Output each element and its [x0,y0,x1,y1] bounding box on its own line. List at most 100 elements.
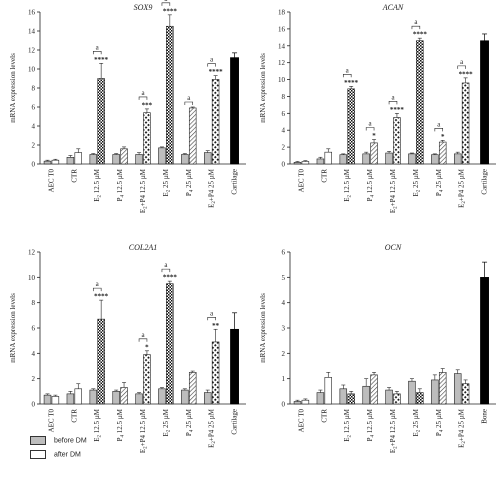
significance-bracket [138,338,148,342]
x-tick-label: E2+P4 25 µM [458,408,468,448]
bar-reference [480,40,489,165]
x-tick-label: E2+P4 25 µM [208,168,218,208]
significance-bracket [138,96,148,100]
bar-before [135,154,143,165]
y-tick-label: 10 [28,66,36,74]
x-tick-label: P4 12.5 µM [366,408,376,441]
bar-before [293,401,302,405]
bar-after [51,159,60,165]
x-tick-label: Cartilage [231,169,239,195]
y-tick-label: 2 [32,142,36,150]
y-tick-label: 8 [32,299,36,307]
y-tick-label: 5 [282,274,286,282]
y-tick-label: 14 [28,28,36,36]
bar-before [453,373,462,405]
y-tick-label: 4 [282,299,286,307]
bar-before [158,147,166,165]
significance-bracket [184,101,194,105]
x-tick-label: E2 25 µM [412,408,422,436]
legend-entry-before: before DM [30,436,87,445]
significance-stars: * [372,132,376,140]
bar-before [339,388,348,405]
y-tick-label: 16 [278,25,286,33]
chart-title: SOX9 [134,3,153,12]
significance-bracket [92,287,102,292]
bar-after [347,393,355,405]
y-tick-label: 2 [32,375,36,383]
significance-label: a [346,66,350,74]
bar-before [204,152,212,165]
significance-label: a [187,94,191,102]
y-tick-label: 8 [32,85,36,93]
x-tick-label: E2 12.5 µM [93,408,103,442]
significance-bracket [365,127,375,131]
bar-before [135,393,143,405]
y-tick-label: 3 [282,325,286,333]
significance-stars: **** [94,293,109,301]
significance-stars: *** [142,101,153,109]
x-tick-label: CTR [70,169,78,183]
significance-stars: ** [212,322,220,330]
y-tick-label: 16 [28,9,36,17]
bar-before [89,154,98,165]
significance-bracket [161,2,171,6]
significance-stars: **** [94,56,109,64]
bar-before [362,385,370,405]
bar-after [370,374,378,405]
bar-after [51,396,60,405]
bar-before [385,152,393,165]
x-tick-label: AEC T0 [47,169,55,193]
y-tick-label: 6 [282,110,286,118]
y-tick-label: 10 [278,76,286,84]
x-tick-label: E2+P4 12.5 µM [139,168,149,213]
chart-title: COL2A1 [129,243,157,252]
y-tick-label: 10 [28,274,36,282]
y-tick-label: 4 [32,350,36,358]
legend-swatch-after [30,450,46,459]
x-tick-label: P4 25 µM [185,168,195,196]
bar-after [120,387,128,405]
x-tick-label: E2 25 µM [162,408,172,436]
significance-stars: **** [459,70,474,78]
significance-bracket [342,74,352,78]
x-tick-label: E2 12.5 µM [93,168,103,202]
significance-label: a [369,120,373,128]
bar-after [211,341,220,405]
significance-stars: **** [413,31,428,39]
bar-after [370,142,378,165]
bar-after [211,79,220,165]
x-tick-label: AEC T0 [297,169,305,193]
bar-after [416,392,424,405]
y-tick-label: 0 [282,161,286,169]
bar-reference [230,328,239,405]
bar-before [66,157,75,165]
x-tick-label: CTR [320,409,328,423]
chart-panel-sox9: SOX9 0 2 4 6 8 10 12 14 16 mRNA expression levels A… [9,0,246,213]
x-tick-label: E2 12.5 µM [343,168,353,202]
x-tick-label: E2 25 µM [162,168,172,196]
x-tick-label: E2+P4 25 µM [458,168,468,208]
significance-label: a [141,331,145,339]
bar-before [316,392,325,405]
x-tick-label: E2+P4 25 µM [208,408,218,448]
bar-after [438,141,447,165]
significance-stars: **** [344,79,359,87]
significance-label: a [164,261,168,269]
legend-entry-after: after DM [30,450,87,459]
significance-bracket [161,268,171,273]
bar-reference [230,57,239,165]
bar-after [74,152,83,165]
bar-after [97,78,105,165]
significance-label: a [460,58,464,66]
x-tick-label: P4 25 µM [185,408,195,436]
y-tick-label: 6 [32,325,36,333]
significance-label: a [141,89,145,97]
bar-before [362,153,370,165]
x-tick-label: P4 12.5 µM [366,168,376,201]
y-tick-label: 12 [28,249,36,257]
significance-label: a [414,18,418,26]
bar-after [143,112,151,165]
y-tick-label: 6 [282,249,286,257]
y-axis-label: mRNA expression levels [9,53,17,123]
x-tick-label: E2+P4 12.5 µM [389,168,399,213]
